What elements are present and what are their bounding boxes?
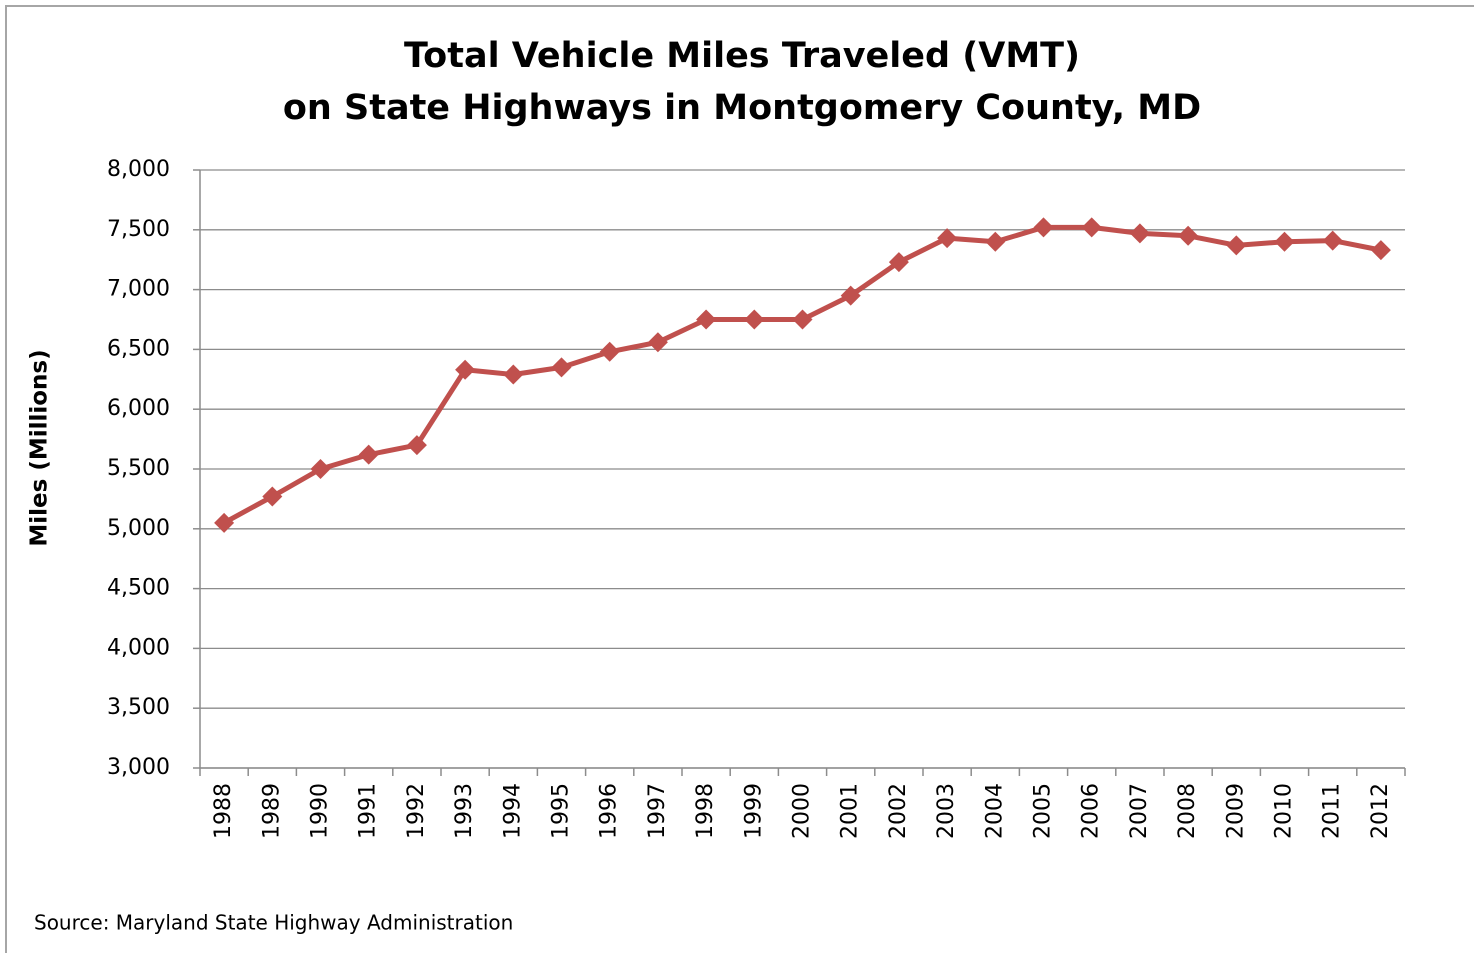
y-tick-label: 6,000 — [107, 396, 170, 421]
data-marker — [214, 512, 235, 533]
data-marker — [937, 228, 958, 249]
x-tick-label: 2000 — [790, 783, 815, 839]
x-tick-label: 1993 — [452, 783, 477, 839]
data-marker — [744, 309, 765, 330]
data-marker — [503, 364, 524, 385]
y-tick-label: 4,000 — [107, 635, 170, 660]
y-tick-label: 3,500 — [107, 695, 170, 720]
source-note: Source: Maryland State Highway Administr… — [34, 911, 513, 935]
data-marker — [888, 252, 909, 273]
x-tick-label: 2006 — [1079, 783, 1104, 839]
x-tick-label: 1989 — [259, 783, 284, 839]
x-tick-label: 2001 — [838, 783, 863, 839]
data-marker — [1274, 231, 1295, 252]
data-marker — [262, 486, 283, 507]
y-tick-label: 7,000 — [107, 277, 170, 302]
data-marker — [647, 332, 668, 353]
data-marker — [985, 231, 1006, 252]
x-tick-label: 1996 — [597, 783, 622, 839]
x-tick-label: 2003 — [934, 783, 959, 839]
data-marker — [1178, 225, 1199, 246]
y-tick-label: 5,500 — [107, 456, 170, 481]
x-tick-label: 2002 — [886, 783, 911, 839]
data-marker — [840, 285, 861, 306]
data-marker — [551, 357, 572, 378]
data-marker — [1129, 223, 1150, 244]
data-marker — [792, 309, 813, 330]
x-tick-label: 2008 — [1175, 783, 1200, 839]
x-tick-label: 1998 — [693, 783, 718, 839]
data-marker — [599, 341, 620, 362]
data-marker — [1322, 230, 1343, 251]
x-tick-label: 1992 — [404, 783, 429, 839]
data-marker — [455, 359, 476, 380]
x-tick-label: 2010 — [1272, 783, 1297, 839]
data-marker — [406, 435, 427, 456]
y-tick-label: 3,000 — [107, 755, 170, 780]
x-tick-label: 2012 — [1368, 783, 1393, 839]
x-tick-label: 2007 — [1127, 783, 1152, 839]
y-tick-label: 7,500 — [107, 217, 170, 242]
data-marker — [1033, 217, 1054, 238]
data-marker — [310, 459, 331, 479]
x-tick-label: 1994 — [500, 783, 525, 839]
x-tick-label: 2009 — [1223, 783, 1248, 839]
x-tick-label: 1999 — [741, 783, 766, 839]
y-tick-label: 4,500 — [107, 576, 170, 601]
x-tick-label: 2011 — [1320, 783, 1345, 839]
x-tick-label: 1991 — [356, 783, 381, 839]
x-tick-label: 1997 — [645, 783, 670, 839]
y-tick-label: 5,000 — [107, 516, 170, 541]
x-tick-label: 1988 — [211, 783, 236, 839]
y-tick-label: 8,000 — [107, 157, 170, 182]
x-tick-label: 2004 — [982, 783, 1007, 839]
y-tick-label: 6,500 — [107, 336, 170, 361]
chart-border — [5, 5, 1474, 953]
data-marker — [696, 309, 717, 330]
chart-title-line: on State Highways in Montgomery County, … — [283, 88, 1201, 128]
y-axis-label: Miles (Millions) — [27, 349, 53, 546]
x-tick-label: 2005 — [1031, 783, 1056, 839]
data-marker — [1081, 217, 1102, 238]
data-marker — [1226, 235, 1247, 256]
x-tick-label: 1995 — [549, 783, 574, 839]
data-marker — [1370, 240, 1391, 261]
chart-title-line: Total Vehicle Miles Traveled (VMT) — [404, 36, 1080, 76]
data-marker — [358, 444, 379, 465]
x-tick-label: 1990 — [308, 783, 333, 839]
